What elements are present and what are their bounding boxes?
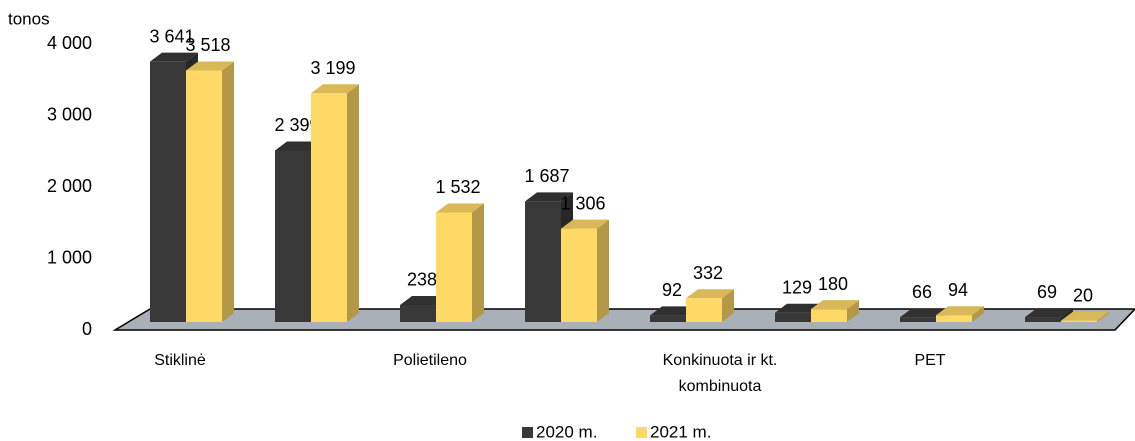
x-tick-label: Stiklinė [154,352,206,369]
bar-side [722,289,734,322]
bar-side [972,306,984,322]
value-label: 2 399 [274,115,319,135]
bar [811,309,847,322]
bar [650,315,686,322]
bar [1025,317,1061,322]
value-label: 1 687 [524,166,569,186]
legend-label: 2020 m. [536,422,597,441]
value-label: 66 [912,282,932,302]
value-label: 3 641 [149,26,194,46]
value-label: 94 [948,280,968,300]
value-label: 3 199 [310,58,355,78]
value-label: 180 [818,274,848,294]
bar [400,304,436,322]
bar-top [311,84,359,94]
floor [112,308,1135,331]
x-tick-label: Polietileno [393,352,467,369]
bar-top [686,289,734,299]
bar-side [847,300,859,322]
bar [311,93,347,322]
bar-top [561,219,609,229]
bar [150,61,186,323]
bar-side [597,219,609,322]
bar [186,70,222,322]
bar-side [1097,311,1109,322]
bar [775,312,811,322]
y-tick-label: 3 000 [47,104,92,124]
value-label: 69 [1037,282,1057,302]
bar-top [150,52,198,62]
bar-top [525,192,573,202]
legend-swatch [522,427,533,438]
bar [686,298,722,322]
bar [275,150,311,322]
x-tick-label: Konkinuota ir kt. kombinuota [662,352,778,395]
bar [436,212,472,322]
value-label: 332 [693,263,723,283]
y-tick-label: 1 000 [47,247,92,267]
bar-top [1025,308,1073,318]
bar-top [436,203,484,213]
bar-top [811,300,859,310]
value-label: 1 306 [560,193,605,213]
bar [561,228,597,322]
value-label: 238 [407,270,437,290]
bar-top [1061,311,1109,321]
value-label: 3 518 [185,35,230,55]
bar-side [472,203,484,322]
y-tick-label: 2 000 [47,176,92,196]
bar [525,201,561,322]
x-tick-label: PET [914,352,946,369]
bar [900,317,936,322]
value-label: 1 532 [435,177,480,197]
y-tick-label: 4 000 [47,33,92,53]
bar-top [900,308,948,318]
value-label: 20 [1073,285,1093,305]
bar [1061,320,1097,322]
bar-side [347,84,359,322]
legend-label: 2021 m. [650,422,711,441]
bar-side [222,61,234,322]
value-label: 92 [662,280,682,300]
value-label: 129 [782,278,812,298]
legend-swatch [636,427,647,438]
y-axis-label: tonos [8,9,50,28]
bar [936,315,972,322]
y-tick-label: 0 [82,319,92,339]
bar-top [936,306,984,316]
bar-top [186,61,234,71]
